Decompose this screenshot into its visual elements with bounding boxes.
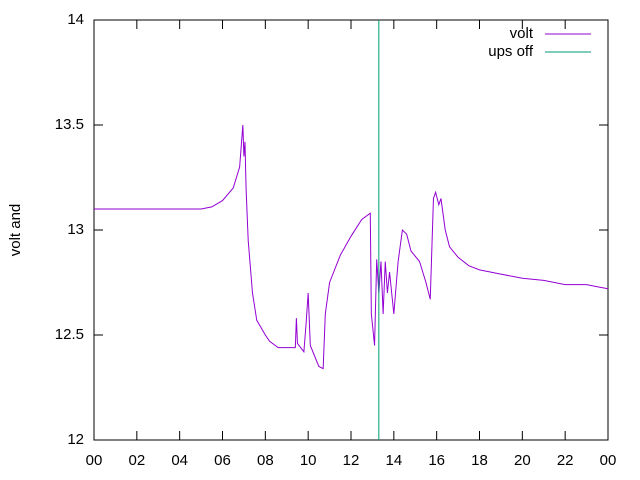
x-tick-label: 08 [257, 452, 274, 469]
series-line [94, 124, 609, 370]
x-tick-label: 06 [214, 452, 231, 469]
x-tick-label: 14 [385, 452, 402, 469]
x-tick-label: 12 [343, 452, 360, 469]
y-tick-label: 12 [67, 431, 84, 448]
y-tick-label: 13 [67, 221, 84, 238]
x-tick-label: 00 [600, 452, 617, 469]
y-tick-label: 13.5 [55, 116, 84, 133]
x-tick-label: 16 [428, 452, 445, 469]
y-tick-label: 14 [67, 11, 84, 28]
x-tick-label: 02 [128, 452, 145, 469]
x-tick-label: 22 [557, 452, 574, 469]
y-tick-label: 12.5 [55, 326, 84, 343]
legend-label: ups off [488, 43, 534, 60]
x-tick-label: 20 [514, 452, 531, 469]
x-tick-label: 04 [171, 452, 188, 469]
x-tick-label: 10 [300, 452, 317, 469]
plot-border [93, 19, 609, 441]
y-axis-label: volt and [7, 204, 24, 257]
x-tick-label: 18 [471, 452, 488, 469]
x-tick-label: 00 [86, 452, 103, 469]
legend-label: volt [510, 25, 534, 42]
